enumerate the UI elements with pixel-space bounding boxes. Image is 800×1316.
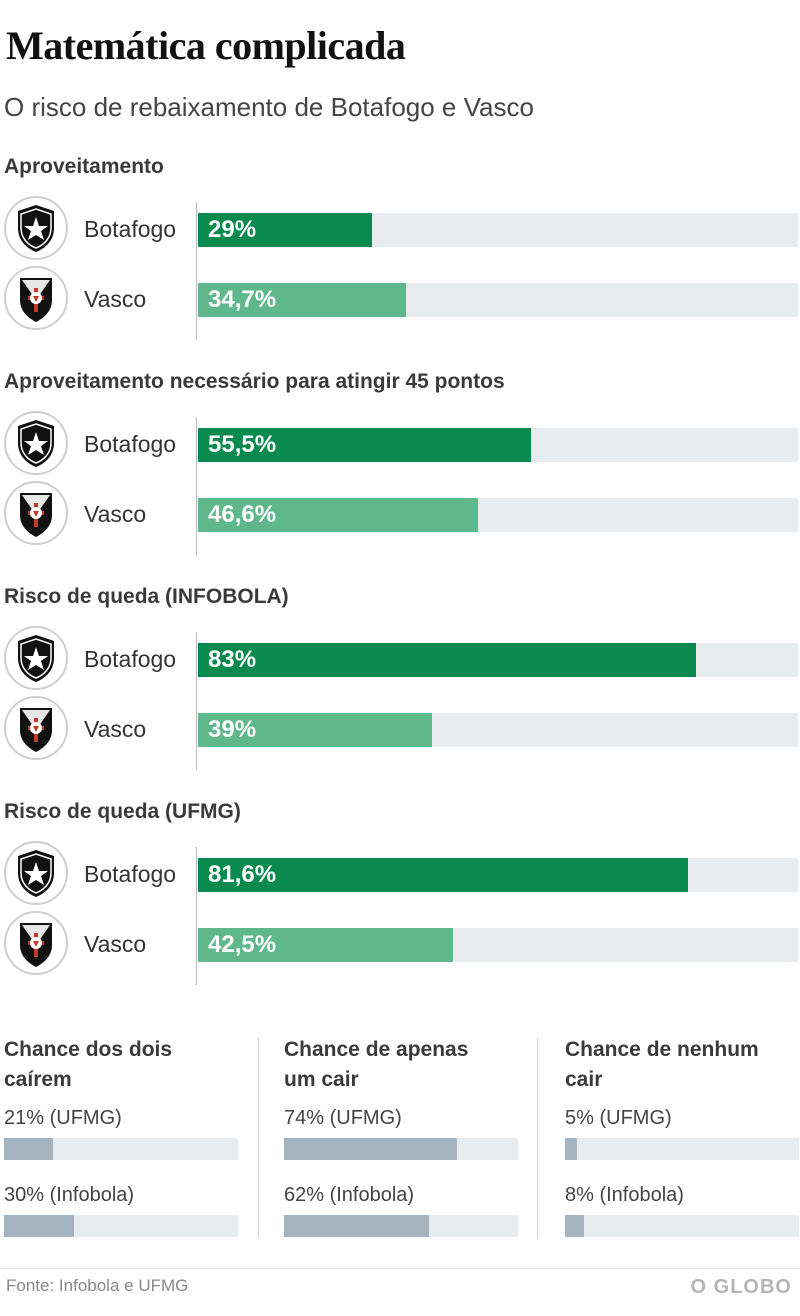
chart-section: Risco de queda (UFMG) Botafogo 81,6% Vasco 4… xyxy=(0,800,800,1000)
team-name: Botafogo xyxy=(84,861,177,887)
scenario-column: Chance dos dois caírem 21% (UFMG) 30% (Inf… xyxy=(4,1035,240,1250)
team-row: Botafogo 29% xyxy=(0,196,800,266)
vasco-crest-icon xyxy=(4,481,68,545)
axis-line xyxy=(196,632,197,770)
botafogo-crest-icon xyxy=(4,626,68,690)
axis-line xyxy=(196,847,197,985)
bar: 29% xyxy=(198,213,372,247)
mini-bar xyxy=(284,1138,458,1160)
scenario-value-label: 21% (UFMG) xyxy=(4,1107,122,1129)
section-title: Aproveitamento necessário para atingir 4… xyxy=(4,370,505,393)
bar-track: 46,6% xyxy=(198,498,798,532)
chart-subtitle: O risco de rebaixamento de Botafogo e Va… xyxy=(4,92,534,122)
bar-value-label: 81,6% xyxy=(208,861,277,888)
botafogo-crest-icon xyxy=(4,841,68,905)
section-title: Aproveitamento xyxy=(4,155,164,178)
bar-track: 29% xyxy=(198,213,798,247)
mini-bar-track xyxy=(4,1138,238,1160)
team-row: Vasco 42,5% xyxy=(0,911,800,981)
scenario-title: Chance dos dois caírem xyxy=(4,1038,173,1091)
bar-value-label: 34,7% xyxy=(208,286,277,313)
chart-section: Aproveitamento Botafogo 29% Vasco 34,7% xyxy=(0,155,800,355)
bar-track: 39% xyxy=(198,713,798,747)
scenario-column: Chance de nenhum cair 5% (UFMG) 8% (Infobo… xyxy=(565,1035,800,1250)
section-title: Risco de queda (INFOBOLA) xyxy=(4,585,289,608)
team-name: Vasco xyxy=(84,931,147,957)
mini-bar xyxy=(565,1215,584,1237)
bar-track: 42,5% xyxy=(198,928,798,962)
team-row: Vasco 46,6% xyxy=(0,481,800,551)
botafogo-crest-icon xyxy=(4,411,68,475)
team-row: Botafogo 81,6% xyxy=(0,841,800,911)
team-name: Vasco xyxy=(84,501,147,527)
axis-line xyxy=(196,202,197,340)
scenario-title: Chance de apenas um cair xyxy=(284,1038,469,1091)
bar: 83% xyxy=(198,643,696,677)
mini-bar xyxy=(4,1215,75,1237)
section-title: Risco de queda (UFMG) xyxy=(4,800,241,823)
team-row: Vasco 39% xyxy=(0,696,800,766)
bar: 42,5% xyxy=(198,928,453,962)
source-note: Fonte: Infobola e UFMG xyxy=(6,1276,189,1295)
bar: 55,5% xyxy=(198,428,531,462)
scenario-value-label: 8% (Infobola) xyxy=(565,1184,684,1206)
bar-value-label: 39% xyxy=(208,716,257,743)
mini-bar-track xyxy=(4,1215,238,1237)
bar-value-label: 29% xyxy=(208,216,257,243)
footer-rule xyxy=(0,1268,800,1269)
axis-line xyxy=(196,417,197,555)
mini-bar-track xyxy=(284,1215,518,1237)
team-name: Botafogo xyxy=(84,646,177,672)
team-row: Vasco 34,7% xyxy=(0,266,800,336)
bar: 39% xyxy=(198,713,432,747)
bar: 46,6% xyxy=(198,498,478,532)
team-name: Botafogo xyxy=(84,431,177,457)
scenario-value-label: 30% (Infobola) xyxy=(4,1184,135,1206)
chart-section: Aproveitamento necessário para atingir 4… xyxy=(0,370,800,570)
mini-bar-track xyxy=(565,1138,799,1160)
scenario-value-label: 62% (Infobola) xyxy=(284,1184,415,1206)
bar: 81,6% xyxy=(198,858,688,892)
bar: 34,7% xyxy=(198,283,407,317)
team-name: Vasco xyxy=(84,716,147,742)
bar-track: 81,6% xyxy=(198,858,798,892)
bar-track: 34,7% xyxy=(198,283,798,317)
mini-bar xyxy=(4,1138,54,1160)
mini-bar-track xyxy=(284,1138,518,1160)
mini-bar xyxy=(284,1215,430,1237)
botafogo-crest-icon xyxy=(4,196,68,260)
column-divider xyxy=(258,1038,259,1238)
team-name: Vasco xyxy=(84,286,147,312)
scenario-value-label: 5% (UFMG) xyxy=(565,1107,672,1129)
team-row: Botafogo 55,5% xyxy=(0,411,800,481)
scenario-title: Chance de nenhum cair xyxy=(565,1038,759,1091)
bar-value-label: 46,6% xyxy=(208,501,277,528)
team-row: Botafogo 83% xyxy=(0,626,800,696)
scenario-value-label: 74% (UFMG) xyxy=(284,1107,402,1129)
brand-logo: O GLOBO xyxy=(690,1276,792,1298)
scenario-column: Chance de apenas um cair 74% (UFMG) 62% (I… xyxy=(284,1035,520,1250)
team-name: Botafogo xyxy=(84,216,177,242)
chart-title: Matemática complicada xyxy=(6,23,406,68)
bar-track: 55,5% xyxy=(198,428,798,462)
vasco-crest-icon xyxy=(4,911,68,975)
bar-value-label: 42,5% xyxy=(208,931,277,958)
column-divider xyxy=(537,1038,538,1238)
bar-value-label: 55,5% xyxy=(208,431,277,458)
vasco-crest-icon xyxy=(4,266,68,330)
vasco-crest-icon xyxy=(4,696,68,760)
bar-value-label: 83% xyxy=(208,646,257,673)
chart-section: Risco de queda (INFOBOLA) Botafogo 83% Vasc… xyxy=(0,585,800,785)
bar-track: 83% xyxy=(198,643,798,677)
mini-bar-track xyxy=(565,1215,799,1237)
mini-bar xyxy=(565,1138,577,1160)
